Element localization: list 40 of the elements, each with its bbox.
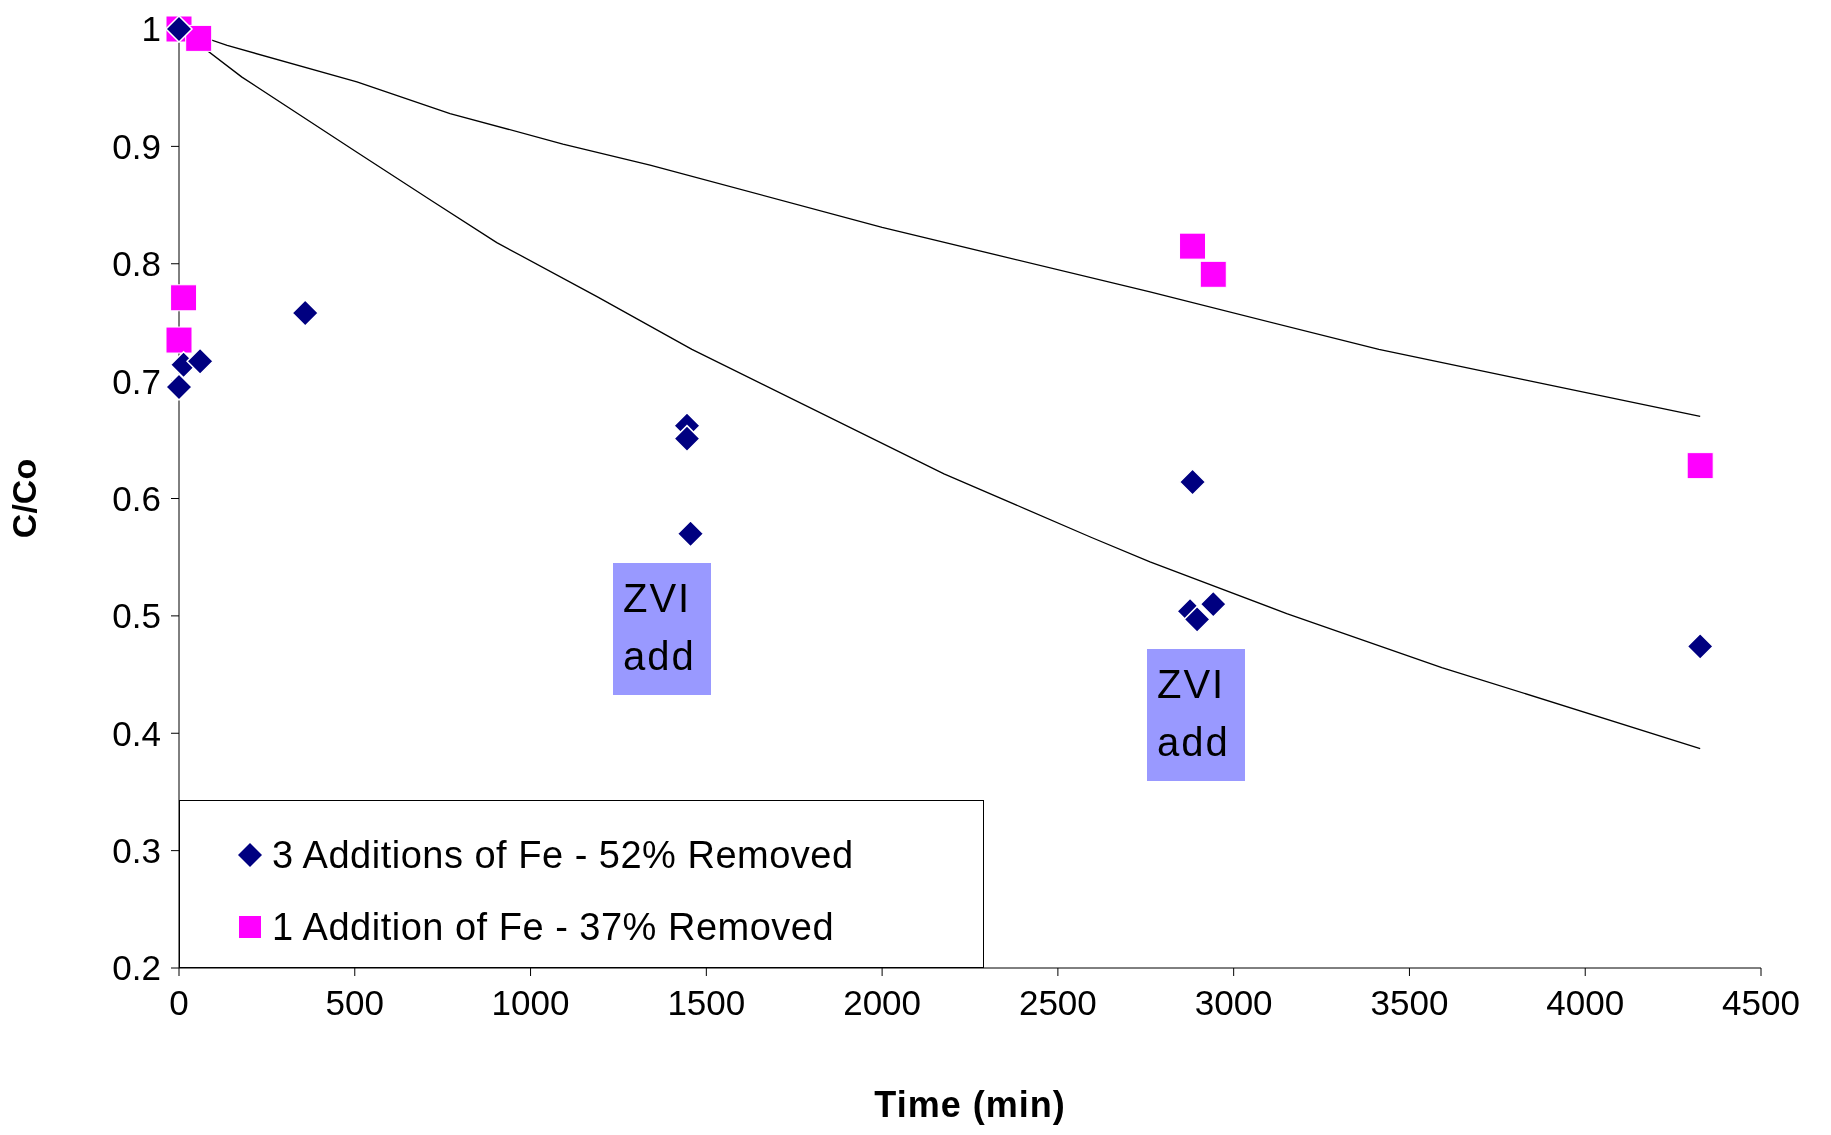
x-tick-label: 3500: [1370, 982, 1449, 1022]
point: [1686, 632, 1714, 661]
point: [291, 299, 319, 327]
point: [1183, 605, 1211, 634]
y-tick-label: 0.7: [112, 361, 161, 401]
y-tick-label: 0.8: [112, 244, 161, 284]
x-tick-label: 0: [169, 982, 189, 1022]
annotation: ZVI add: [1157, 661, 1231, 766]
x-tick-label: 500: [325, 982, 384, 1022]
x-tick-label: 2000: [843, 982, 922, 1022]
x-tick-label: 4500: [1722, 982, 1800, 1022]
legend-label: 3 Additions of Fe - 52% Removed: [272, 833, 854, 877]
x-tick-label: 1500: [667, 982, 746, 1022]
y-tick-label: 0.6: [112, 478, 161, 518]
point: [1199, 260, 1227, 288]
point: [1178, 468, 1207, 496]
y-tick-label: 1: [141, 9, 161, 49]
x-axis-title: Time (min): [874, 1084, 1066, 1125]
y-tick-label: 0.5: [112, 596, 161, 636]
point: [170, 284, 198, 312]
x-tick-label: 4000: [1546, 982, 1625, 1022]
x-tick-label: 3000: [1194, 982, 1273, 1022]
point: [165, 326, 193, 354]
y-tick-label: 0.3: [112, 831, 161, 871]
x-tick-label: 1000: [491, 982, 570, 1022]
y-tick-label: 0.2: [112, 948, 161, 988]
y-tick-label: 0.9: [112, 126, 161, 166]
x-tick-label: 2500: [1018, 982, 1097, 1022]
point: [186, 347, 214, 375]
y-tick-label: 0.4: [112, 713, 161, 753]
annotation: ZVI add: [623, 575, 697, 680]
point: [1179, 232, 1207, 260]
point: [1199, 590, 1228, 618]
point: [1686, 452, 1714, 480]
point: [165, 373, 193, 401]
point: [676, 519, 705, 548]
point: [673, 424, 701, 453]
point: [185, 24, 213, 52]
legend-label: 1 Addition of Fe - 37% Removed: [272, 905, 835, 949]
y-axis-title: C/Co: [5, 458, 44, 539]
